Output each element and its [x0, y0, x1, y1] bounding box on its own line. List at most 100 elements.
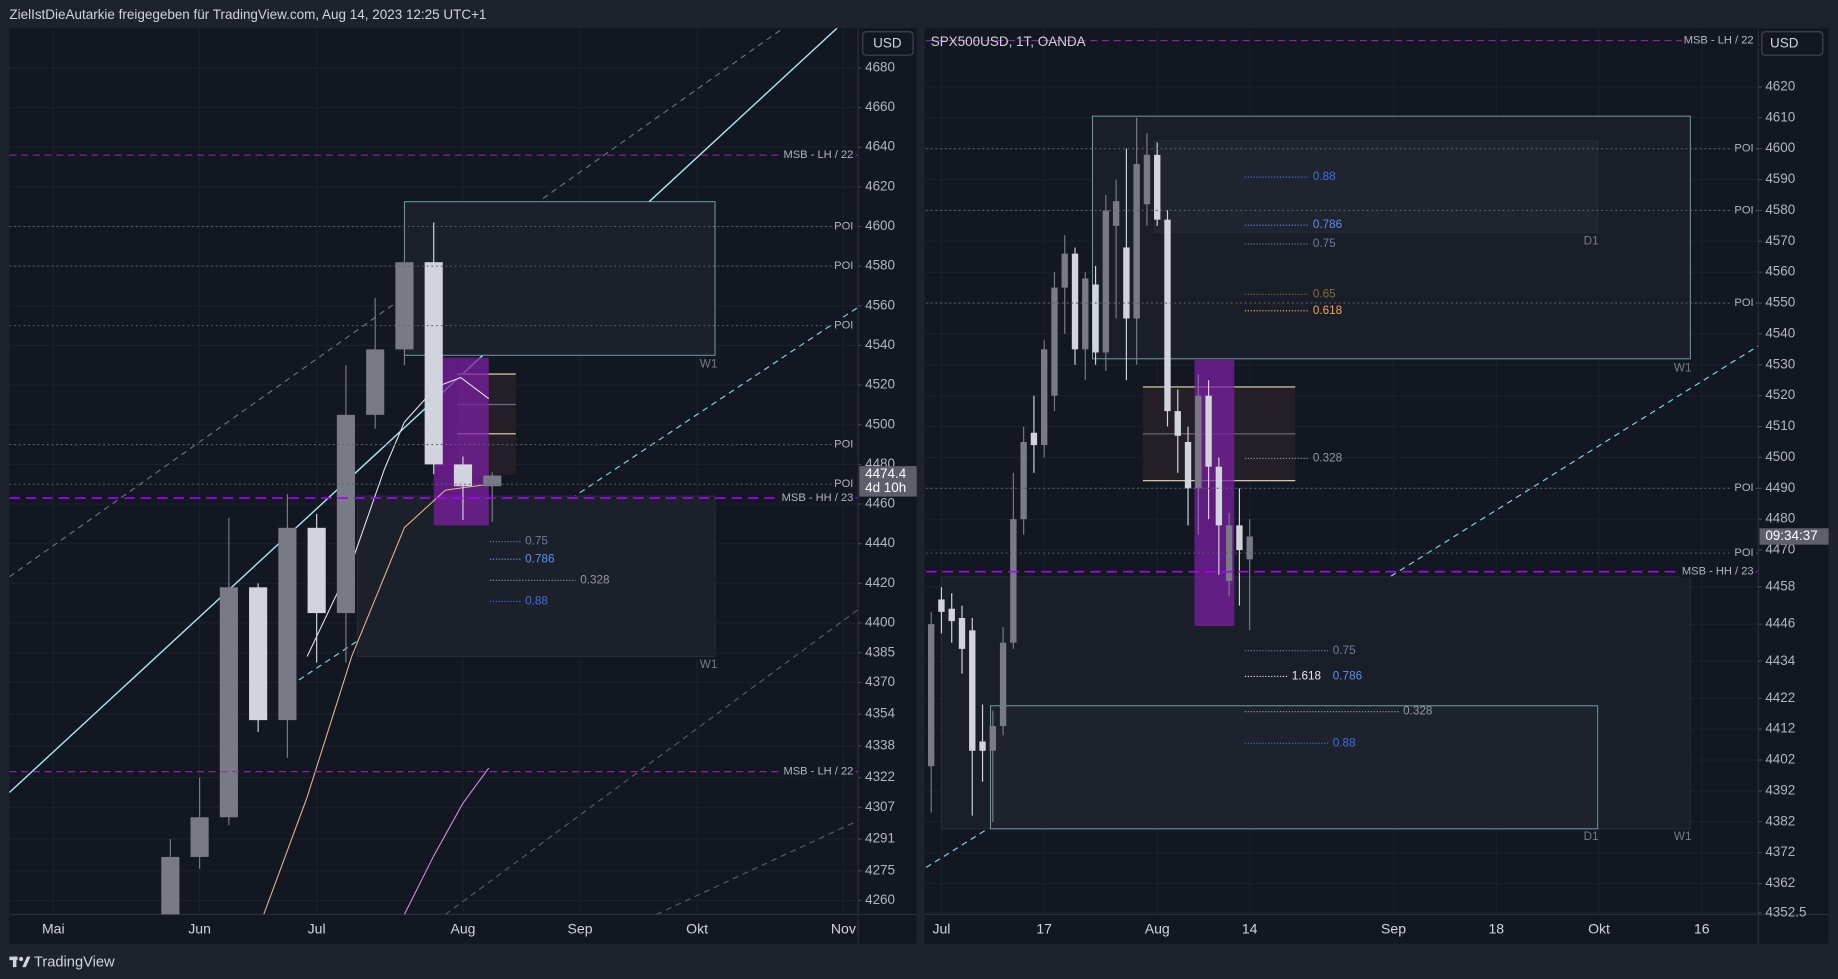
countdown-tag	[1759, 528, 1829, 545]
candle-body	[1236, 525, 1243, 551]
y-tick-label: 4660	[865, 99, 895, 114]
annotation: W1	[700, 358, 718, 371]
x-tick-label: Okt	[1588, 920, 1610, 936]
annotation: 0.786	[525, 552, 554, 565]
candle-body	[1205, 395, 1212, 467]
y-tick-label: 4352.5	[1765, 904, 1806, 919]
annotation: 0.786	[1333, 670, 1362, 683]
annotation: 0.75	[525, 535, 548, 548]
y-tick-label: 4560	[865, 297, 895, 312]
candle-body	[307, 527, 326, 614]
candle-body	[1071, 253, 1079, 350]
candle-body	[483, 475, 502, 487]
currency-button[interactable]	[862, 31, 914, 56]
symbol-title: SPX500USD, 1T, OANDA	[931, 34, 1086, 49]
candle-body	[969, 630, 976, 751]
candle-body	[219, 587, 238, 818]
currency-label[interactable]: USD	[873, 36, 902, 51]
candle-body	[1061, 253, 1068, 288]
logo	[9, 956, 31, 968]
y-tick-label: 4385	[865, 644, 895, 659]
y-tick-label: 4460	[865, 496, 895, 511]
candle-body	[1051, 287, 1058, 396]
annotation: 0.618	[1313, 304, 1343, 317]
y-tick-label: 4570	[1765, 233, 1795, 248]
candle-body	[1225, 525, 1233, 581]
y-tick-label: 4392	[1765, 782, 1795, 797]
y-tick-label: 4500	[865, 416, 895, 431]
annotation: 0.328	[580, 573, 610, 586]
y-tick-label: 4540	[1765, 325, 1795, 340]
y-tick-label: 4600	[865, 218, 895, 233]
candle-body	[190, 817, 209, 857]
candle-body	[1041, 349, 1048, 446]
candle-body	[1184, 441, 1192, 489]
annotation: D1	[1584, 830, 1599, 843]
y-tick-label: 4470	[1765, 542, 1795, 557]
trend-line	[656, 820, 859, 915]
y-tick-label: 4580	[1765, 202, 1795, 217]
y-tick-label: 4500	[1765, 449, 1795, 464]
annotation: W1	[1674, 830, 1692, 843]
level-label: MSB - LH / 22	[783, 766, 853, 778]
y-tick-label: 4260	[865, 892, 895, 907]
candle-body	[278, 527, 297, 721]
candle-body	[249, 587, 268, 721]
level-label: POI	[1734, 482, 1753, 494]
candle-body	[1102, 210, 1110, 353]
y-tick-label: 4307	[865, 799, 895, 814]
zone-box	[403, 201, 716, 356]
y-tick-label: 4560	[1765, 264, 1795, 279]
level-label: POI	[834, 320, 853, 332]
y-tick-label: 4412	[1765, 721, 1795, 736]
y-tick-label: 4362	[1765, 875, 1795, 890]
y-tick-label: 4322	[865, 769, 895, 784]
x-tick-label: Aug	[1145, 920, 1170, 936]
currency-label[interactable]: USD	[1770, 36, 1799, 51]
plot-left: W1 W1 0.75 0.786 0.328 0.88	[9, 28, 859, 915]
level-label: POI	[1734, 547, 1753, 559]
currency-button[interactable]	[1761, 31, 1824, 56]
y-tick-label: 4446	[1765, 616, 1795, 631]
candle-body	[1092, 284, 1099, 353]
level-label: POI	[834, 220, 853, 232]
x-tick-label: Sep	[568, 920, 593, 936]
x-tick-label: Jul	[308, 920, 326, 936]
y-tick-label: 4372	[1765, 844, 1795, 859]
annotation: 0.65	[1313, 287, 1336, 300]
y-tick-label: 4490	[1765, 480, 1795, 495]
price-tag	[859, 466, 917, 497]
candle-body	[927, 624, 935, 767]
candle-body	[1030, 432, 1038, 446]
y-tick-label: 4600	[1765, 140, 1795, 155]
x-tick-label: 18	[1488, 920, 1504, 936]
y-tick-label: 4422	[1765, 690, 1795, 705]
x-tick-label: Sep	[1381, 920, 1406, 936]
y-tick-label: 4420	[865, 575, 895, 590]
level-label: POI	[834, 478, 853, 490]
annotation: 0.88	[525, 595, 548, 608]
y-tick-label: 4550	[1765, 295, 1795, 310]
x-tick-label: Mai	[42, 920, 65, 936]
annotation: 1.618	[1292, 670, 1322, 683]
trend-line	[445, 609, 859, 915]
candle-body	[1082, 278, 1089, 350]
candle-body	[395, 262, 414, 350]
y-tick-label: 4610	[1765, 109, 1795, 124]
level-label: POI	[1734, 297, 1753, 309]
candle-body	[1154, 154, 1161, 220]
x-tick-label: Nov	[831, 920, 856, 936]
y-tick-label: 4530	[1765, 356, 1795, 371]
candle-body	[1010, 519, 1017, 643]
candle-body	[453, 464, 473, 487]
y-tick-label: 4480	[1765, 511, 1795, 526]
level-label: POI	[834, 260, 853, 272]
y-tick-label: 4590	[1765, 171, 1795, 186]
annotation: 0.328	[1313, 452, 1343, 465]
candle-body	[1215, 466, 1223, 526]
x-tick-label: Jun	[188, 920, 211, 936]
y-tick-label: 4400	[865, 615, 895, 630]
candle-body	[958, 617, 966, 649]
zone-box	[357, 495, 716, 658]
